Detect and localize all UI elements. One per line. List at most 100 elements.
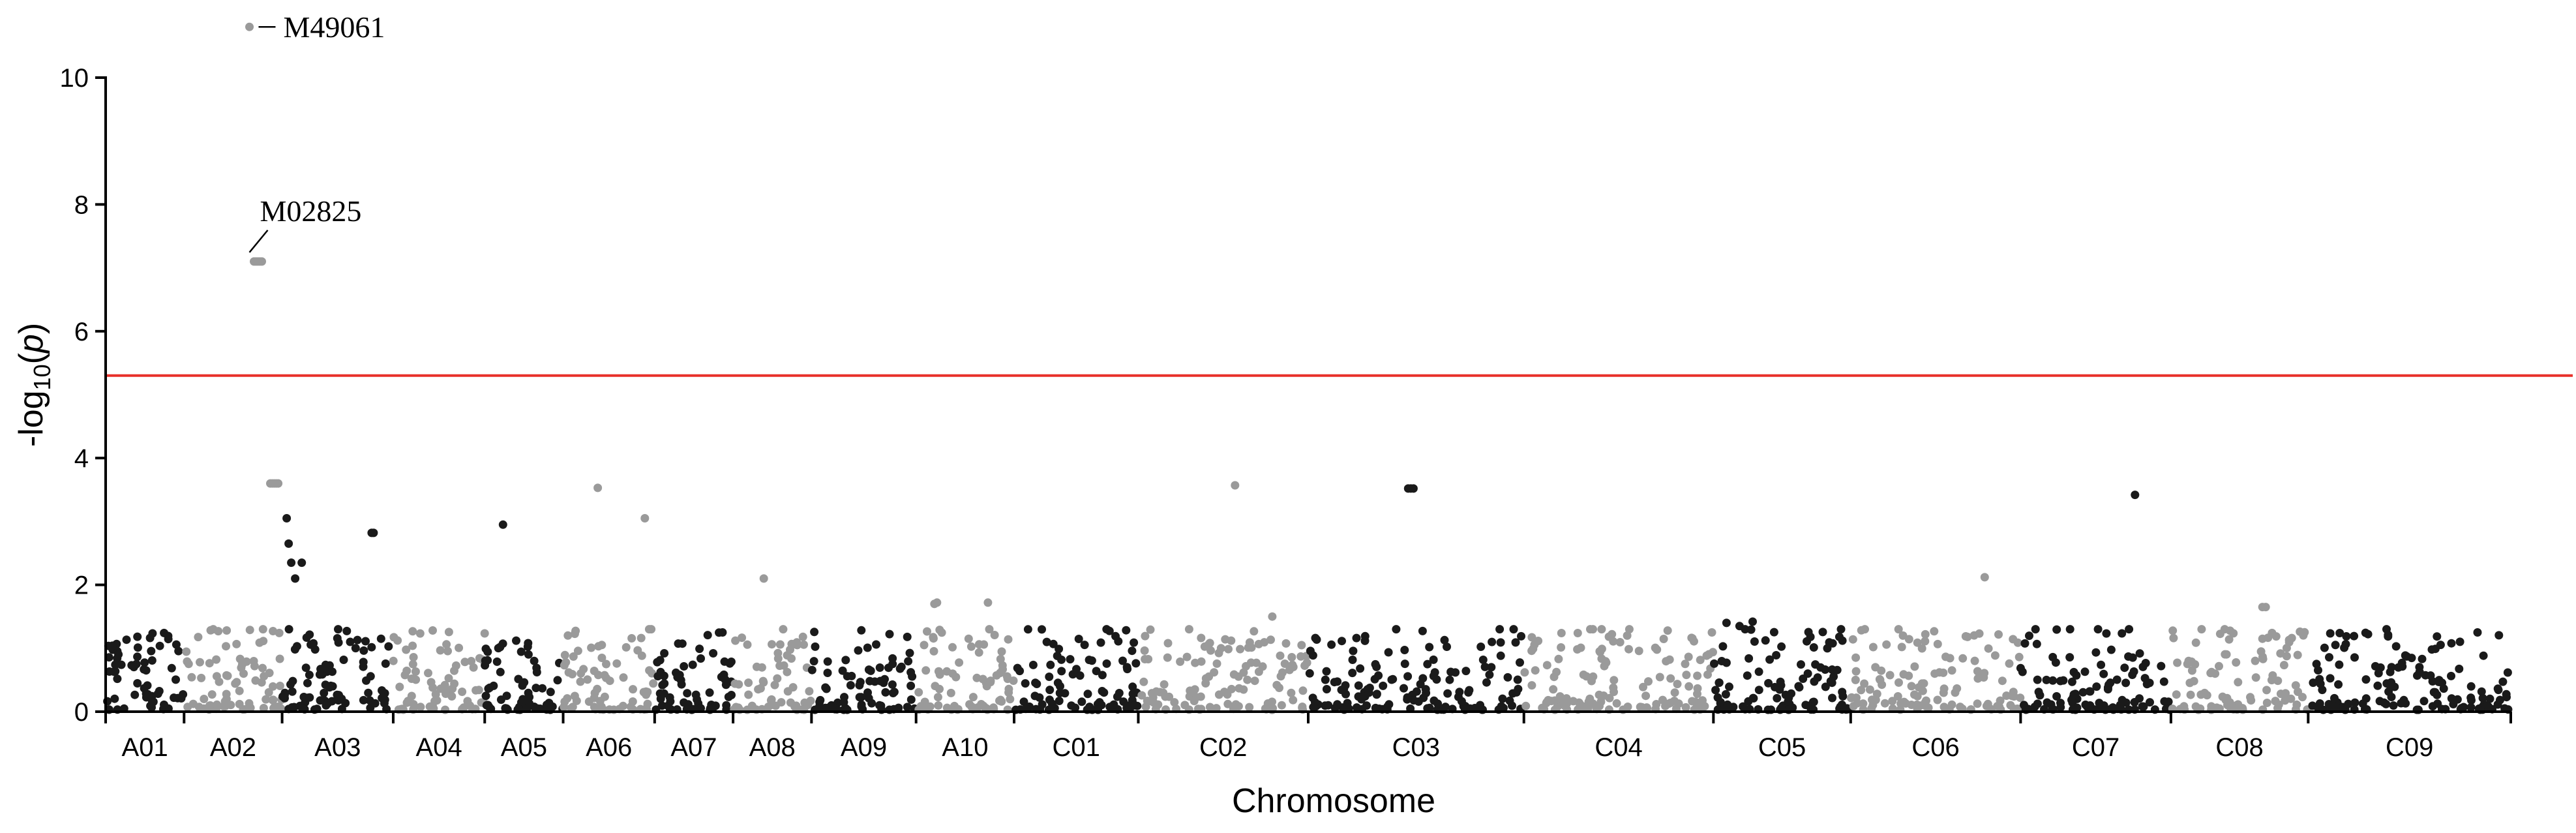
snp-point [1140,646,1149,655]
snp-point [258,663,267,673]
snp-point [2293,650,2302,659]
snp-point [389,633,398,642]
snp-point-peak [933,598,942,607]
snp-point [888,680,897,689]
snp-point [2251,656,2260,665]
snp-point [1961,632,1970,641]
snp-point [855,681,864,689]
snp-point [1118,656,1127,665]
snp-point [1464,688,1473,697]
snp-point [416,703,425,712]
snp-point [2130,698,2139,706]
snp-point [2498,677,2508,686]
snp-point [1573,645,1582,654]
snp-point [857,626,866,635]
snp-point [1520,668,1529,677]
snp-point [1119,697,1128,706]
snp-point [2494,631,2504,640]
snp-point [2466,703,2476,712]
snp-point [1045,673,1054,681]
snp-point [1354,692,1363,701]
snp-point [2281,696,2290,705]
snp-point [1160,680,1169,689]
snp-point [1859,699,1868,708]
snp-point [597,654,607,662]
snp-point [1163,639,1173,648]
snp-point [1511,638,1520,647]
snp-point [1580,702,1589,711]
snp-point [1670,688,1679,697]
snp-point [366,672,375,681]
snp-point [2086,687,2095,696]
snp-point [1615,638,1625,646]
snp-point [1077,697,1086,706]
snp-point [773,674,782,683]
snp-point [2014,652,2024,661]
snp-point [1122,663,1131,672]
snp-point [1496,651,1505,660]
snp-point [1212,704,1221,713]
snp-point [483,701,492,710]
snp-point [653,658,662,667]
snp-point [1190,697,1199,706]
snp-point [1717,657,1726,665]
snp-point [1776,704,1786,712]
snp-point [458,688,467,696]
snp-point [731,636,740,645]
snp-point [1612,699,1621,708]
y-tick-label: 2 [74,571,89,600]
snp-point [1521,701,1531,710]
snp-point [888,659,897,669]
snp-point [881,688,890,697]
x-tick-label: C03 [1392,733,1440,762]
snp-point [155,641,164,650]
snp-point [1384,648,1393,657]
snp-point [205,701,214,710]
snp-point [1994,630,2003,639]
snp-point-peak [593,483,603,492]
snp-point [1432,675,1441,684]
x-tick-label: A04 [416,733,462,762]
snp-point [2315,699,2324,708]
snp-point [744,690,753,699]
snp-point [1418,626,1427,635]
snp-point [1838,636,1847,645]
snp-point [823,657,832,666]
snp-point [925,702,935,711]
snp-point [2031,625,2040,634]
snp-point [1498,694,1507,703]
snp-point [160,700,168,709]
snp-point [378,686,386,695]
snp-point [875,701,884,710]
snp-point [1341,681,1350,690]
snp-point [788,683,798,692]
snp-point [525,693,534,702]
snp-point [948,643,957,652]
snp-point [1941,652,1950,661]
snp-point [1096,638,1105,647]
snp-point [2358,699,2367,708]
snp-point [2391,642,2401,651]
snp-point [2025,631,2033,641]
snp-point [129,663,138,672]
snp-point [264,688,273,697]
snp-point [2056,699,2065,708]
snp-point [2415,667,2424,676]
snp-point [288,687,297,696]
snp-point [222,642,230,651]
snp-point [1563,699,1572,708]
snp-point [966,642,976,651]
snp-point [594,642,603,651]
snp-point [1914,683,1923,692]
snp-point-peak [640,514,650,523]
snp-point [998,665,1007,674]
snp-point [411,667,420,676]
snp-point [2258,654,2268,663]
snp-point [164,635,173,644]
snp-point [451,661,460,670]
snp-point [496,643,505,652]
y-tick-label: 10 [60,64,89,93]
snp-point [666,697,675,706]
snp-point-peak [245,22,254,31]
snp-point [2065,653,2074,662]
